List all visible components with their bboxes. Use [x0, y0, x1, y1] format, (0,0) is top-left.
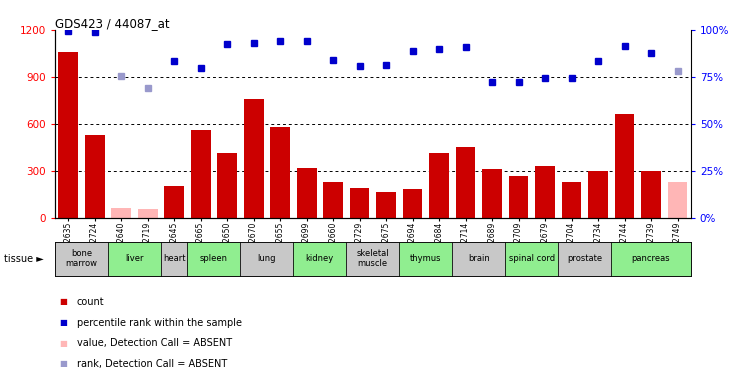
Bar [429, 153, 449, 218]
Bar [293, 242, 346, 276]
Bar [509, 176, 529, 218]
Text: percentile rank within the sample: percentile rank within the sample [77, 318, 242, 327]
Bar [641, 171, 661, 217]
Text: ■: ■ [60, 339, 67, 348]
Text: kidney: kidney [306, 254, 334, 263]
Text: brain: brain [468, 254, 490, 263]
Bar [455, 147, 475, 218]
Bar [558, 242, 611, 276]
Text: tissue ►: tissue ► [4, 254, 43, 264]
Bar [240, 242, 293, 276]
Bar [323, 182, 343, 218]
Bar [85, 135, 105, 218]
Bar [161, 242, 187, 276]
Bar [349, 188, 369, 218]
Bar [111, 208, 131, 218]
Text: spinal cord: spinal cord [509, 254, 555, 263]
Text: ■: ■ [60, 359, 67, 368]
Bar [107, 242, 161, 276]
Bar [611, 242, 691, 276]
Bar [535, 166, 555, 218]
Bar [376, 192, 396, 217]
Bar [55, 242, 107, 276]
Text: skeletal
muscle: skeletal muscle [357, 249, 389, 268]
Bar [164, 186, 184, 218]
Text: pancreas: pancreas [632, 254, 670, 263]
Text: heart: heart [163, 254, 186, 263]
Text: prostate: prostate [567, 254, 602, 263]
Bar [270, 127, 290, 218]
Text: lung: lung [257, 254, 276, 263]
Bar [217, 153, 237, 218]
Bar [399, 242, 452, 276]
Bar [505, 242, 558, 276]
Bar [297, 168, 317, 217]
Bar [137, 209, 157, 218]
Bar [58, 52, 78, 217]
Bar [243, 99, 263, 218]
Text: rank, Detection Call = ABSENT: rank, Detection Call = ABSENT [77, 359, 227, 369]
Text: ■: ■ [60, 318, 67, 327]
Bar [615, 114, 635, 218]
Text: bone
marrow: bone marrow [65, 249, 97, 268]
Text: GDS423 / 44087_at: GDS423 / 44087_at [55, 17, 170, 30]
Text: thymus: thymus [410, 254, 442, 263]
Bar [403, 189, 423, 218]
Bar [482, 169, 502, 217]
Text: count: count [77, 297, 105, 307]
Bar [187, 242, 240, 276]
Bar [346, 242, 399, 276]
Bar [452, 242, 505, 276]
Bar [588, 171, 608, 217]
Text: ■: ■ [60, 297, 67, 306]
Bar [191, 130, 211, 218]
Bar [561, 182, 581, 218]
Text: spleen: spleen [200, 254, 228, 263]
Text: value, Detection Call = ABSENT: value, Detection Call = ABSENT [77, 338, 232, 348]
Bar [667, 182, 687, 218]
Text: liver: liver [125, 254, 143, 263]
